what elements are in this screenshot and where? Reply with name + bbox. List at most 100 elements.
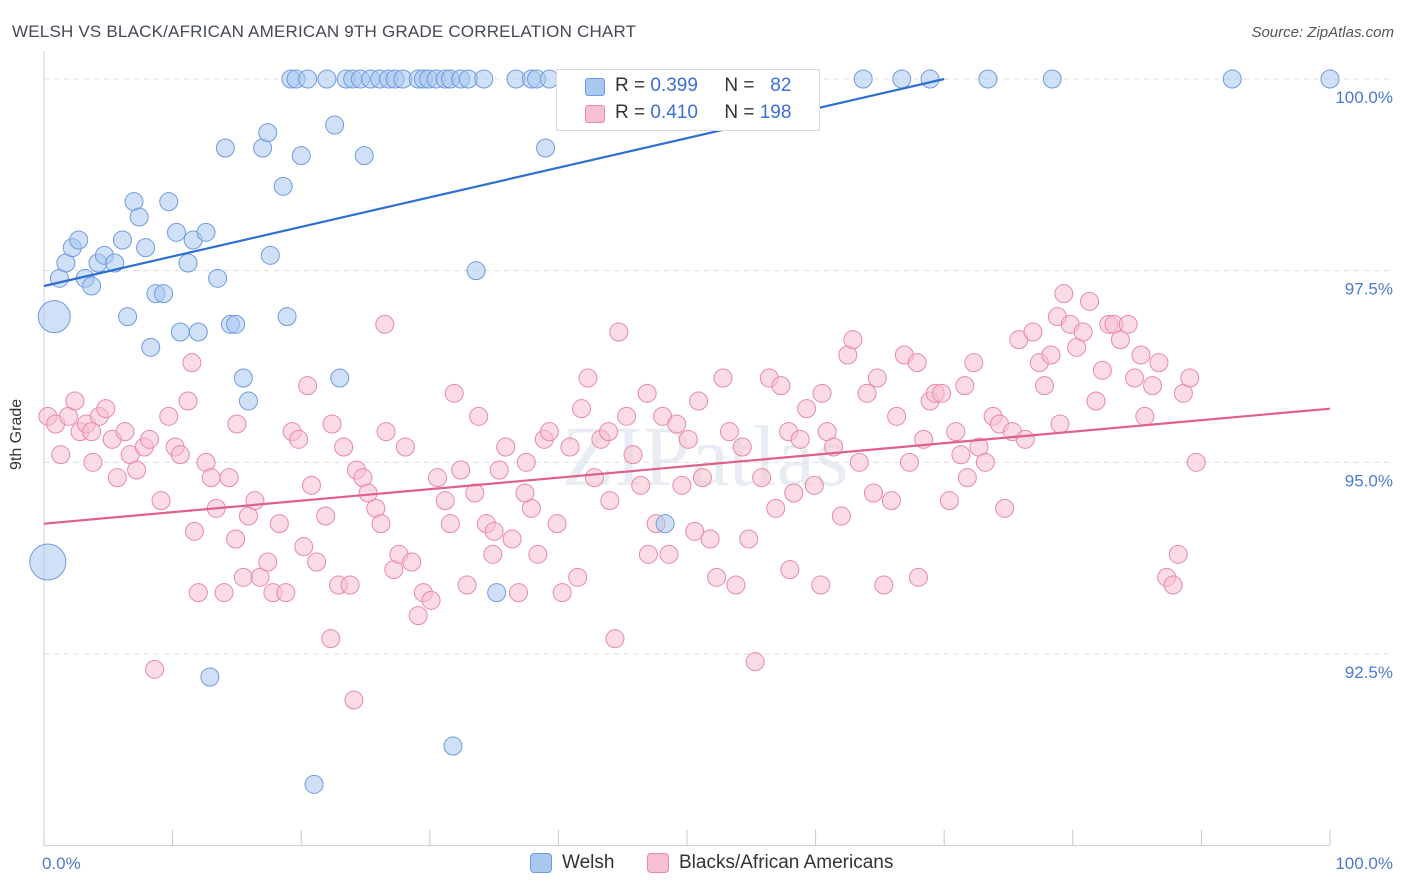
black-data-point — [528, 544, 548, 564]
welsh-data-point — [215, 138, 235, 158]
black-data-point — [298, 376, 318, 396]
black-data-point — [440, 514, 460, 534]
y-tick-label: 92.5% — [1345, 663, 1393, 682]
welsh-data-point — [208, 268, 228, 288]
welsh-data-point — [655, 514, 675, 534]
welsh-data-point — [1042, 69, 1062, 89]
welsh-data-point — [260, 245, 280, 265]
black-data-point — [301, 475, 321, 495]
black-data-point — [457, 575, 477, 595]
black-data-point — [887, 406, 907, 426]
black-data-point — [402, 552, 422, 572]
welsh-data-point — [37, 300, 71, 334]
black-data-point — [849, 452, 869, 472]
black-data-point — [340, 575, 360, 595]
stats-legend: R = 0.399 N = 82 R = 0.410 N = 198 — [556, 69, 820, 131]
black-data-point — [65, 391, 85, 411]
black-data-point — [1163, 575, 1183, 595]
black-data-point — [214, 583, 234, 603]
black-data-point — [258, 552, 278, 572]
black-data-point — [539, 422, 559, 442]
welsh-data-point — [238, 391, 258, 411]
black-data-point — [376, 422, 396, 442]
legend-welsh-n-label: N = — [724, 75, 755, 96]
welsh-data-point — [129, 207, 149, 227]
black-data-point — [515, 483, 535, 503]
black-data-point — [1135, 406, 1155, 426]
black-data-point — [115, 422, 135, 442]
black-data-point — [766, 498, 786, 518]
legend-black-r-value: 0.410 — [650, 102, 698, 123]
legend-welsh-r-value: 0.399 — [650, 75, 698, 96]
black-data-point — [269, 514, 289, 534]
welsh-data-point — [154, 284, 174, 304]
welsh-data-point — [443, 736, 463, 756]
black-data-point — [1023, 322, 1043, 342]
welsh-data-point — [29, 543, 67, 581]
black-data-point — [572, 399, 592, 419]
legend-black-stats: R = 0.410 N = 198 — [615, 102, 791, 124]
welsh-data-point — [536, 138, 556, 158]
black-data-point — [1035, 376, 1055, 396]
black-data-point — [631, 475, 651, 495]
black-data-point — [127, 460, 147, 480]
welsh-data-point — [141, 337, 161, 357]
black-data-point — [344, 690, 364, 710]
black-data-point — [294, 537, 314, 557]
welsh-data-point — [474, 69, 494, 89]
legend-welsh-stats: R = 0.399 N = 82 — [615, 75, 791, 97]
black-data-point — [83, 452, 103, 472]
welsh-data-point — [466, 261, 486, 281]
grid-lines — [44, 78, 1390, 655]
black-data-point — [408, 606, 428, 626]
black-data-point — [250, 567, 270, 587]
black-data-point — [700, 529, 720, 549]
black-data-point — [145, 659, 165, 679]
black-data-point — [307, 552, 327, 572]
black-data-point — [857, 383, 877, 403]
black-data-point — [1073, 322, 1093, 342]
black-data-point — [1041, 345, 1061, 365]
black-data-point — [276, 583, 296, 603]
black-data-point — [957, 468, 977, 488]
welsh-data-point — [853, 69, 873, 89]
black-data-point — [659, 544, 679, 564]
black-data-point — [638, 544, 658, 564]
y-tick-label: 95.0% — [1345, 471, 1393, 490]
black-data-point — [289, 429, 309, 449]
welsh-data-point — [317, 69, 337, 89]
black-data-point — [321, 629, 341, 649]
black-data-point — [395, 437, 415, 457]
welsh-data-point — [170, 322, 190, 342]
black-data-point — [502, 529, 522, 549]
black-data-point — [1125, 368, 1145, 388]
legend-black-n-value: 198 — [759, 102, 792, 123]
black-data-point — [780, 560, 800, 580]
black-data-point — [771, 376, 791, 396]
welsh-data-point — [325, 115, 345, 135]
black-legend-swatch — [647, 853, 669, 873]
black-data-point — [107, 468, 127, 488]
legend-item-black-label: Blacks/African Americans — [679, 852, 894, 873]
black-data-point — [1143, 376, 1163, 396]
welsh-data-point — [196, 222, 216, 242]
legend-black-n-label: N = — [724, 102, 755, 123]
black-data-point — [1080, 291, 1100, 311]
black-data-point — [496, 437, 516, 457]
black-data-point — [226, 529, 246, 549]
welsh-data-point — [159, 192, 179, 212]
welsh-data-point — [304, 774, 324, 794]
black-data-point — [812, 383, 832, 403]
black-data-point — [609, 322, 629, 342]
series-legend: Welsh Blacks/African Americans — [0, 852, 1406, 878]
welsh-data-point — [166, 222, 186, 242]
welsh-swatch — [585, 78, 605, 96]
welsh-data-point — [136, 238, 156, 258]
black-data-point — [739, 529, 759, 549]
black-data-point — [932, 383, 952, 403]
black-data-point — [428, 468, 448, 488]
black-data-point — [797, 399, 817, 419]
black-data-point — [939, 491, 959, 511]
black-data-point — [1149, 353, 1169, 373]
axis-tick-labels: 92.5% 95.0% 97.5% 100.0% 0.0% 100.0% — [42, 88, 1393, 873]
